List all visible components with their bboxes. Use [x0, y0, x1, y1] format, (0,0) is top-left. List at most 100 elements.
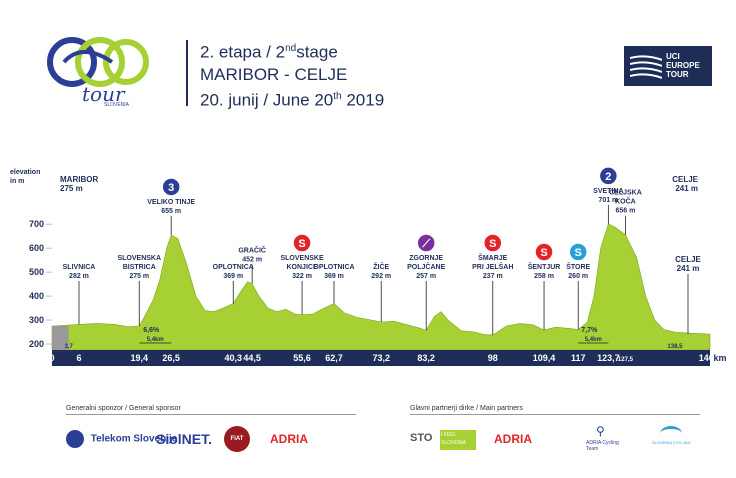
climb-length-label: 5,4km — [585, 337, 602, 343]
climb-gradient-label: 7,7% — [581, 327, 598, 334]
slovenia-cycling-icon — [660, 426, 682, 441]
slovenia-cycling-logo: SLOVENIA CYCLING — [652, 440, 691, 445]
location-label: SLIVNICA — [63, 264, 96, 271]
altitude-label: 258 m — [534, 273, 554, 280]
altitude-label: 257 m — [416, 273, 436, 280]
distance-tick-label: 123,7 — [597, 353, 620, 363]
altitude-label: 655 m — [161, 208, 181, 215]
feed-badge-icon — [416, 233, 436, 253]
climb-length-label: 5,4km — [147, 337, 164, 343]
logo-wordmark: tour — [82, 82, 125, 106]
y-tick-label: 300 — [29, 315, 44, 325]
distance-tick-label: 40,3 — [224, 353, 242, 363]
sponsor-divider-left — [66, 414, 356, 415]
distance-tick-label: 3,7 — [64, 344, 73, 350]
bonus-badge-icon — [568, 242, 588, 262]
sprint-badge-icon — [534, 242, 554, 262]
y-tick-label: 400 — [29, 291, 44, 301]
location-label: VELIKO TINJE — [147, 199, 195, 206]
neutral-start-zone — [52, 326, 69, 350]
badge-text: 2 — [605, 171, 611, 183]
badge-text: S — [575, 247, 582, 259]
location-label: BISTRICA — [123, 264, 156, 271]
telekom-icon — [66, 430, 84, 448]
sponsor-divider-right — [410, 414, 700, 415]
distance-tick-label: 55,6 — [293, 353, 311, 363]
altitude-label: 369 m — [223, 273, 243, 280]
start-location-label: MARIBOR — [60, 175, 98, 184]
y-axis-label: in m — [10, 178, 24, 185]
location-label: GRAČIČ — [238, 246, 266, 255]
kom-badge-icon — [598, 166, 619, 186]
distance-tick-label: 138,5 — [667, 344, 683, 350]
location-label: OPLOTNICA — [213, 264, 254, 271]
distance-tick-label: 44,5 — [243, 353, 261, 363]
location-label: PRI JELŠAH — [472, 262, 513, 271]
location-label: KONJICE — [287, 264, 318, 271]
altitude-label: 260 m — [568, 273, 588, 280]
finish-altitude-label: 241 m — [675, 184, 698, 193]
altitude-label: 701 m — [598, 197, 618, 204]
cyclist-icon: ⚲ — [596, 424, 605, 438]
location-label: ZGORNJE — [409, 255, 443, 262]
altitude-label: 369 m — [324, 273, 344, 280]
telekom-logo: Telekom Slovenije — [66, 430, 177, 448]
start-altitude-label: 275 m — [60, 184, 83, 193]
distance-bar — [52, 350, 710, 366]
y-tick-label: 500 — [29, 267, 44, 277]
general-sponsor-title: Generalni sponzor / General sponsor — [66, 405, 181, 412]
location-label: SVETINA — [593, 188, 623, 195]
location-label: ŠMARJE — [478, 253, 508, 262]
distance-tick-label: 109,4 — [533, 353, 556, 363]
location-label: SLOVENSKE — [280, 255, 324, 262]
fiat-logo: FIAT — [224, 426, 250, 452]
location-label: CELJSKA — [609, 190, 642, 197]
location-label: ŠTORE — [566, 262, 590, 271]
sprint-badge-icon — [292, 233, 312, 253]
distance-tick-label: 127,5 — [618, 357, 634, 363]
altitude-label: 292 m — [371, 273, 391, 280]
stage-route: MARIBOR - CELJE — [200, 64, 348, 84]
badge-text: S — [298, 238, 305, 250]
main-partners-title: Glavni partnerji dirke / Main partners — [410, 405, 523, 412]
distance-tick-label: 83,2 — [417, 353, 435, 363]
distance-tick-label: 6 — [76, 353, 81, 363]
badge-text: S — [489, 238, 496, 250]
y-axis-label: elevation — [10, 169, 40, 176]
adria-cycling-team-logo: ADRIA Cycling Team — [586, 440, 619, 452]
distance-tick-label: 73,2 — [372, 353, 390, 363]
altitude-label: 241 m — [677, 264, 700, 273]
stage-number: 2. etapa / 2ndstage — [200, 42, 338, 62]
location-label: KOČA — [615, 197, 636, 206]
distance-tick-label: 62,7 — [325, 353, 343, 363]
elevation-profile-area — [51, 223, 711, 351]
distance-tick-label: 0 — [49, 353, 54, 363]
location-label: SLOVENSKA — [117, 255, 161, 262]
sto-logo: STO — [410, 432, 433, 444]
header-divider — [186, 40, 188, 106]
distance-tick-label: 19,4 — [130, 353, 148, 363]
siolnet-logo: SiolNET. — [156, 431, 213, 447]
tour-logo: tour SLOVENIA — [42, 22, 152, 108]
badge-text: 3 — [168, 182, 174, 194]
adria-logo-main: ADRIA — [494, 432, 532, 446]
x-axis-unit: km — [713, 353, 726, 363]
logo-sub: SLOVENIA — [104, 102, 130, 108]
stage-date: 20. junij / June 20th 2019 — [200, 90, 385, 110]
altitude-label: 237 m — [483, 273, 503, 280]
y-tick-label: 700 — [29, 219, 44, 229]
distance-tick-label: 146,3 — [699, 353, 722, 363]
badge-text: ⟋ — [421, 238, 431, 250]
kom-badge-icon — [161, 177, 181, 197]
altitude-label: 452 m — [242, 257, 262, 264]
stage-title: 2. etapa / 2ndstage MARIBOR - CELJE 20. … — [200, 38, 384, 111]
altitude-label: 322 m — [292, 273, 312, 280]
adria-logo-general: ADRIA — [270, 432, 308, 446]
location-label: CELJE — [675, 255, 701, 264]
distance-tick-label: 26,5 — [162, 353, 180, 363]
altitude-label: 656 m — [616, 208, 636, 215]
distance-tick-label: 98 — [488, 353, 498, 363]
y-tick-label: 200 — [29, 339, 44, 349]
location-label: ŽIČE — [373, 262, 389, 271]
badge-text: S — [540, 247, 547, 259]
